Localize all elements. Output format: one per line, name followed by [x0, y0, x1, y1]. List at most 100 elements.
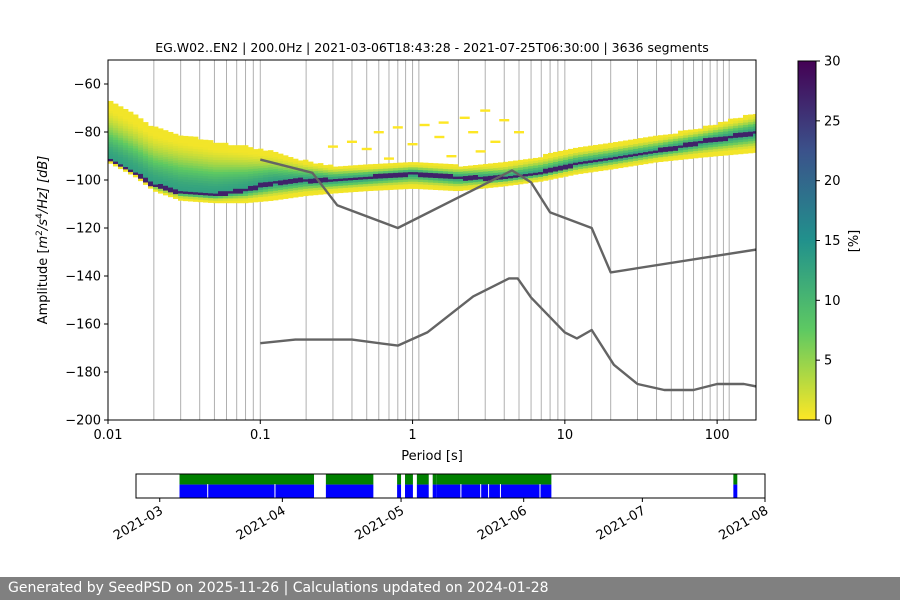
heatmap-cell [273, 197, 279, 201]
heatmap-cell [113, 158, 119, 162]
heatmap-cell [113, 154, 119, 157]
heatmap-cell [703, 149, 709, 153]
heatmap-cell [148, 161, 154, 165]
heatmap-cell [703, 130, 709, 134]
heatmap-cell [358, 169, 364, 173]
heatmap-cell [698, 145, 704, 149]
heatmap-cell [283, 181, 289, 185]
heatmap-cell [593, 147, 599, 151]
heatmap-cell [258, 189, 264, 193]
heatmap-cell [248, 168, 254, 172]
heatmap-cell [283, 167, 289, 171]
heatmap-cell [228, 159, 234, 163]
heatmap-cell [608, 157, 614, 161]
heatmap-cell [413, 171, 419, 175]
heatmap-cell [233, 147, 239, 151]
heatmap-cell [253, 180, 259, 184]
heatmap-cell [748, 138, 754, 142]
heatmap-cell [328, 171, 334, 175]
footer: Generated by SeedPSD on 2025-11-26 | Cal… [0, 577, 900, 600]
heatmap-cell [183, 191, 189, 194]
heatmap-cell [733, 147, 739, 150]
heatmap-cell [298, 177, 304, 180]
heatmap-cell [258, 184, 264, 188]
heatmap-cell [578, 147, 584, 150]
heatmap-cell [318, 163, 324, 166]
heatmap-cell [158, 185, 164, 189]
sparse-bin [361, 147, 372, 151]
heatmap-cell [173, 193, 179, 197]
heatmap-cell [213, 193, 219, 196]
heatmap-cell [363, 166, 369, 170]
heatmap-cell [403, 171, 409, 175]
heatmap-cell [208, 149, 214, 153]
heatmap-cell [238, 157, 244, 160]
heatmap-cell [623, 164, 629, 168]
heatmap-cell [213, 186, 219, 189]
heatmap-cell [198, 149, 204, 152]
heatmap-cell [658, 144, 664, 148]
heatmap-cell [608, 142, 614, 146]
heatmap-cell [308, 173, 314, 177]
heatmap-cell [113, 156, 119, 160]
heatmap-cell [308, 183, 314, 187]
heatmap-cell [353, 174, 359, 178]
heatmap-cell [408, 164, 414, 168]
heatmap-cell [263, 179, 269, 183]
heatmap-cell [678, 135, 684, 139]
heatmap-cell [553, 156, 559, 160]
heatmap-cell [123, 166, 129, 170]
heatmap-cell [283, 157, 289, 161]
heatmap-cell [398, 179, 404, 183]
heatmap-cell [338, 185, 344, 189]
heatmap-cell [538, 169, 544, 173]
heatmap-cell [623, 154, 629, 158]
heatmap-cell [668, 148, 674, 152]
heatmap-cell [183, 183, 189, 187]
sparse-bin [446, 155, 457, 158]
heatmap-cell [278, 196, 284, 200]
heatmap-cell [468, 182, 474, 186]
heatmap-cell [163, 192, 169, 196]
heatmap-cell [513, 177, 519, 181]
heatmap-cell [198, 158, 204, 162]
heatmap-cell [633, 143, 639, 147]
heatmap-cell [168, 167, 174, 171]
y-label-sup2: 4 [35, 213, 45, 219]
heatmap-cell [398, 167, 404, 171]
heatmap-cell [338, 178, 344, 182]
heatmap-cell [638, 138, 644, 141]
heatmap-cell [378, 163, 384, 167]
heatmap-cell [463, 170, 469, 174]
heatmap-cell [443, 173, 449, 177]
heatmap-cell [413, 169, 419, 173]
heatmap-cell [153, 126, 159, 130]
heatmap-cell [313, 163, 319, 167]
heatmap-cell [138, 139, 144, 143]
heatmap-cell [373, 168, 379, 172]
heatmap-cell [208, 166, 214, 170]
heatmap-cell [248, 163, 254, 167]
heatmap-cell [658, 137, 664, 141]
heatmap-cell [663, 134, 669, 138]
heatmap-cell [148, 185, 154, 189]
heatmap-cell [593, 159, 599, 163]
heatmap-cell [698, 150, 704, 153]
heatmap-cell [228, 169, 234, 172]
heatmap-cell [128, 164, 134, 168]
heatmap-cell [558, 150, 564, 154]
heatmap-cell [138, 168, 144, 172]
heatmap-cell [423, 179, 429, 183]
heatmap-cell [598, 144, 604, 148]
heatmap-cell [553, 166, 559, 170]
heatmap-cell [243, 186, 249, 189]
heatmap-cell [193, 141, 199, 145]
heatmap-cell [353, 172, 359, 176]
heatmap-cell [308, 192, 314, 196]
heatmap-cell [458, 178, 464, 182]
heatmap-cell [353, 167, 359, 171]
heatmap-cell [288, 164, 294, 168]
heatmap-cell [133, 133, 139, 137]
heatmap-cell [163, 166, 169, 169]
heatmap-cell [393, 172, 399, 176]
